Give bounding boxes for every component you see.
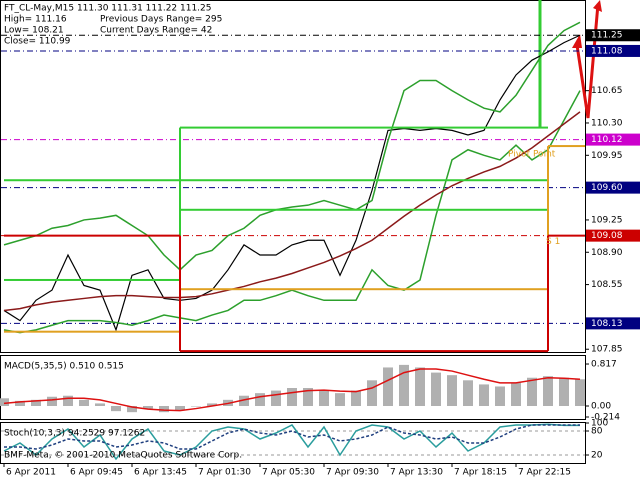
histogram-bar [319,390,329,406]
histogram-bar [127,405,137,413]
histogram-bar [175,405,185,411]
level-label: 111.08 [591,46,623,56]
x-tick-label: 6 Apr 13:45 [134,468,187,478]
series-line [3,111,581,312]
histogram-bar [287,388,297,406]
histogram-bar [559,377,569,406]
level-label: 110.12 [591,135,623,145]
histogram-bar [47,396,57,406]
histogram-bar [447,375,457,406]
y-tick-label: 20 [591,451,603,461]
histogram-bar [527,377,537,406]
histogram-bar [255,393,265,406]
histogram-bar [31,399,41,406]
histogram-bar [575,379,585,406]
histogram-bar [143,405,153,409]
info-text: Close= 110.99 [4,37,71,47]
arrow [575,3,600,119]
level-label: 111.25 [591,31,623,41]
annotation: Pivot Point [508,150,556,160]
x-tick-label: 7 Apr 01:30 [198,468,251,478]
y-tick-label: 109.25 [591,215,623,225]
level-box [586,317,640,330]
info-text: High= 111.16 [4,15,67,25]
histogram-bar [79,399,89,406]
series-line [3,21,581,271]
level-label: 109.60 [591,183,623,193]
arrow-head [572,34,582,48]
histogram-bar [543,376,553,406]
y-tick-label: 109.95 [591,151,623,161]
level-label: 108.13 [591,319,623,329]
panel-title: Stoch(10,3,3) 94.2529 97.1262 [4,429,145,439]
histogram-bar [63,395,73,406]
y-tick-label: 110.30 [591,118,623,128]
y-tick-label: 110.65 [591,86,623,96]
y-tick-label: 0.817 [591,360,617,370]
x-tick-label: 6 Apr 09:45 [70,468,123,478]
histogram-bar [15,400,25,406]
histogram-bar [335,393,345,406]
level-label: 109.08 [591,231,623,241]
y-tick-label: 0.00 [591,401,611,411]
level-box [586,181,640,194]
level-box [586,29,640,42]
histogram-bar [431,372,441,406]
histogram-bar [207,403,217,406]
histogram-bar [463,380,473,406]
histogram-bar [399,364,409,406]
x-tick-label: 7 Apr 05:30 [262,468,315,478]
histogram-bar [479,384,489,406]
y-tick-label: -0.214 [591,412,620,422]
info-text: Low= 108.21 [4,26,64,36]
y-tick-label: 80 [591,427,603,437]
histogram-bar [351,390,361,406]
series-line [3,34,581,332]
histogram-bar [511,382,521,406]
main-frame [0,0,586,353]
x-tick-label: 7 Apr 18:15 [454,468,507,478]
series-line [3,368,581,412]
info-text: Current Days Range= 42 [100,26,212,36]
stoch-frame [0,422,586,464]
histogram-bar [159,405,169,413]
histogram-bar [95,403,105,406]
histogram-bar [239,395,249,406]
x-tick-label: 7 Apr 22:15 [518,468,571,478]
level-box [586,133,640,146]
histogram-bar [191,405,201,407]
level-box [586,229,640,242]
histogram-bar [495,386,505,406]
y-tick-label: 100 [591,419,608,429]
watermark: BMF-Meta, © 2001-2010 MetaQuotes Softwar… [4,451,242,461]
series-line [4,424,580,450]
panel-title: MACD(5,35,5) 0.510 0.515 [4,362,124,372]
histogram-bar [367,380,377,406]
x-tick-label: 7 Apr 13:30 [390,468,443,478]
macd-frame [0,355,586,420]
arrow-head [593,0,602,12]
histogram-bar [0,398,9,406]
x-tick-label: 7 Apr 09:30 [326,468,379,478]
annotation: S 1 [546,237,560,247]
histogram-bar [415,367,425,406]
histogram-bar [271,390,281,406]
info-text: FT_CL-May,M15 111.30 111.31 111.22 111.2… [4,4,212,14]
level-box [586,44,640,57]
y-tick-label: 107.85 [591,345,623,355]
y-tick-label: 108.55 [591,280,623,290]
x-tick-label: 6 Apr 2011 [6,468,56,478]
histogram-bar [303,388,313,406]
histogram-bar [383,367,393,406]
y-tick-label: 108.90 [591,248,623,258]
info-text: Previous Days Range= 295 [100,15,222,25]
histogram-bar [111,405,121,412]
